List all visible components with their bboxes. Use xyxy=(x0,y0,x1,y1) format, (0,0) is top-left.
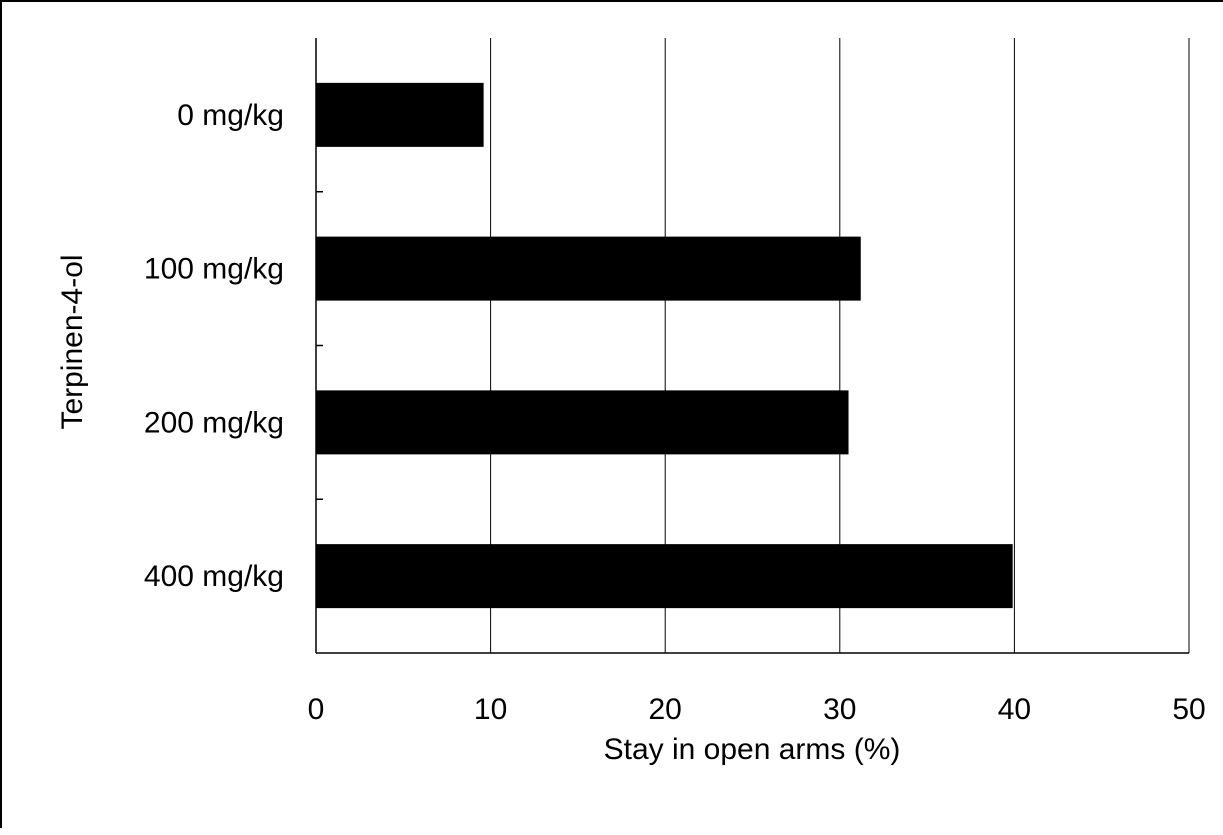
x-tick-label-40: 40 xyxy=(998,693,1031,726)
bar-100-mg-kg xyxy=(316,236,861,301)
x-tick-label-30: 30 xyxy=(823,693,856,726)
y-category-label-0-mg-kg: 0 mg/kg xyxy=(177,99,284,132)
x-axis-title: Stay in open arms (%) xyxy=(604,733,901,766)
y-category-label-400-mg-kg: 400 mg/kg xyxy=(144,560,284,593)
y-category-label-100-mg-kg: 100 mg/kg xyxy=(144,253,284,286)
bar-0-mg-kg xyxy=(316,82,484,147)
y-category-label-200-mg-kg: 200 mg/kg xyxy=(144,406,284,439)
labels: 0 10 20 30 40 50 0 mg/kg 100 mg/kg 200 mg/kg 400 … xyxy=(144,99,1206,726)
axes xyxy=(315,38,1189,654)
x-tick-label-50: 50 xyxy=(1172,693,1205,726)
x-tick-label-0: 0 xyxy=(308,693,325,726)
bar-400-mg-kg xyxy=(316,544,1013,609)
x-tick-label-10: 10 xyxy=(474,693,507,726)
x-tick-label-20: 20 xyxy=(649,693,682,726)
bar-200-mg-kg xyxy=(316,390,849,455)
bars xyxy=(316,82,1013,609)
y-axis-title: Terpinen-4-ol xyxy=(56,254,89,429)
